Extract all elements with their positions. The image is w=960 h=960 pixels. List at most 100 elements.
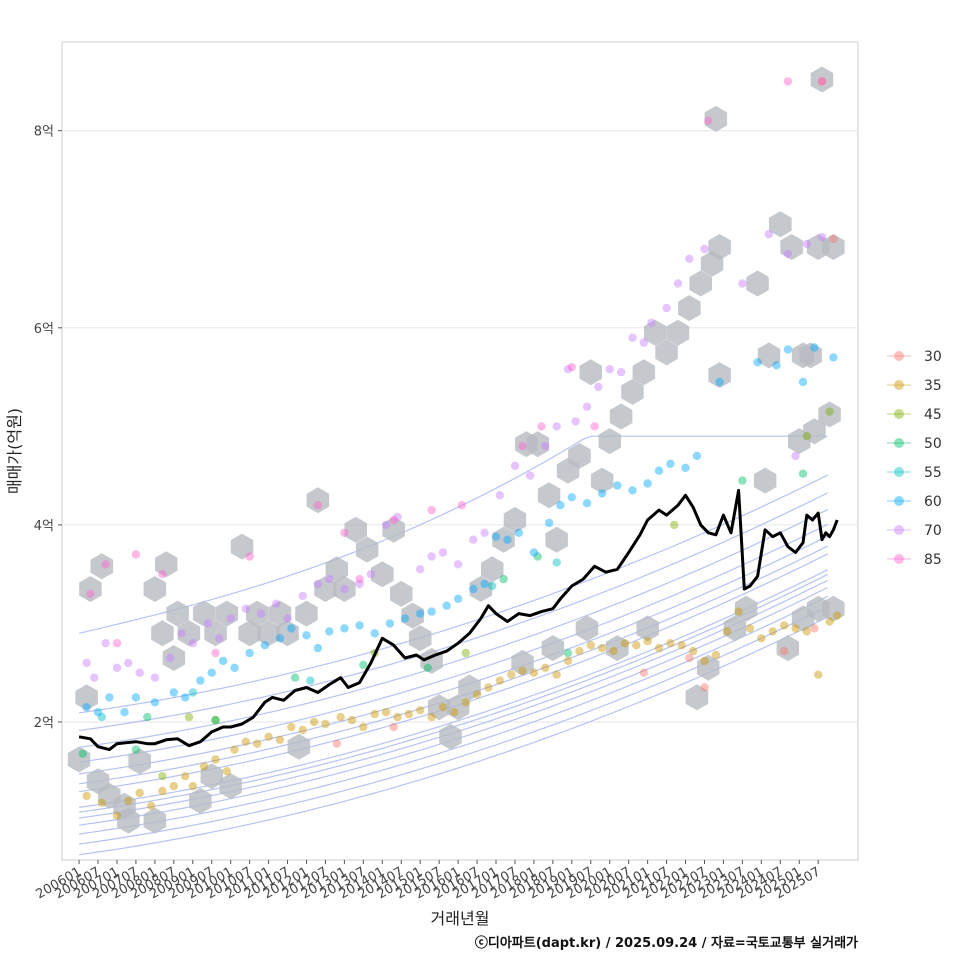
hexbin-cell-95 <box>541 635 565 662</box>
point-70-33 <box>525 471 535 480</box>
point-55-3 <box>488 581 497 591</box>
legend-label-85: 85 <box>924 552 942 568</box>
point-50-9 <box>738 476 747 485</box>
point-35-16 <box>264 732 273 741</box>
point-85-9 <box>457 501 467 510</box>
point-35-22 <box>336 712 345 722</box>
point-50-10 <box>798 469 808 478</box>
point-60-21 <box>370 629 379 638</box>
hexbin-cell-48 <box>492 526 515 553</box>
point-35-47 <box>620 639 630 648</box>
point-50-8 <box>533 552 542 561</box>
hexbin-cell-70 <box>708 362 731 389</box>
point-35-36 <box>495 676 504 685</box>
y-tick-label-1: 4억 <box>34 519 54 534</box>
legend-label-70: 70 <box>924 523 942 539</box>
point-35-1 <box>97 798 107 807</box>
point-60-40 <box>628 486 637 495</box>
point-85-19 <box>112 639 122 648</box>
point-35-33 <box>461 698 470 707</box>
point-70-2 <box>101 639 110 648</box>
hexbin-cell-96 <box>511 649 534 676</box>
hexbin-cell-62 <box>644 319 667 346</box>
point-35-27 <box>393 712 402 722</box>
point-35-64 <box>814 670 823 679</box>
point-70-20 <box>340 584 349 594</box>
point-35-42 <box>563 656 573 666</box>
point-70-1 <box>90 673 99 682</box>
point-60-18 <box>325 627 334 636</box>
hexbin-cell-21 <box>219 773 242 800</box>
hexbin-cell-94 <box>575 615 599 642</box>
point-70-52 <box>802 239 811 249</box>
density-contour-lower-6 <box>79 569 828 808</box>
hexbin-cell-71 <box>723 615 747 642</box>
point-70-16 <box>283 614 292 623</box>
point-50-11 <box>563 648 573 658</box>
point-60-33 <box>529 548 539 557</box>
point-85-15 <box>783 77 793 86</box>
point-60-43 <box>666 459 675 468</box>
hexbin-cell-73 <box>746 270 769 297</box>
point-35-29 <box>416 706 425 715</box>
point-70-43 <box>639 338 648 347</box>
hexbin-cell-17 <box>204 620 227 647</box>
point-70-53 <box>817 232 827 242</box>
point-70-14 <box>256 609 266 618</box>
point-60-4 <box>131 693 141 702</box>
point-70-4 <box>124 658 133 668</box>
hexbin-cell-59 <box>609 403 633 430</box>
hexbin-cell-27 <box>276 620 299 647</box>
point-70-47 <box>685 254 694 263</box>
point-70-15 <box>272 599 281 608</box>
point-85-12 <box>567 363 576 372</box>
point-60-30 <box>491 532 501 541</box>
point-85-14 <box>704 116 713 126</box>
point-55-0 <box>97 712 107 722</box>
point-85-5 <box>313 501 323 510</box>
point-60-15 <box>287 624 296 633</box>
point-60-34 <box>544 518 554 528</box>
point-70-13 <box>241 604 250 613</box>
point-35-56 <box>723 627 732 636</box>
density-contour-upper-4 <box>79 535 828 775</box>
hexbin-cell-16 <box>192 600 216 627</box>
point-85-4 <box>245 552 254 561</box>
point-60-10 <box>218 656 228 666</box>
point-35-49 <box>643 637 652 646</box>
point-35-39 <box>529 668 539 677</box>
point-50-0 <box>78 749 88 758</box>
point-70-37 <box>571 417 580 426</box>
hexbin-cell-34 <box>344 516 367 543</box>
point-35-51 <box>666 639 675 648</box>
point-60-36 <box>567 493 576 502</box>
point-45-6 <box>825 407 834 416</box>
point-85-2 <box>131 550 141 559</box>
hexbin-cell-58 <box>598 428 621 455</box>
point-30-0 <box>332 739 341 748</box>
point-70-24 <box>393 512 402 522</box>
point-60-19 <box>340 624 349 633</box>
hexbin-cell-51 <box>526 431 549 458</box>
point-85-11 <box>537 422 546 431</box>
point-70-39 <box>594 382 603 392</box>
point-60-46 <box>715 377 724 387</box>
point-85-3 <box>158 570 167 579</box>
point-70-50 <box>764 230 774 239</box>
point-30-7 <box>829 234 838 244</box>
x-axis-title: 거래년월 <box>431 909 490 928</box>
median-price-line <box>78 488 839 752</box>
hexbin-cell-22 <box>230 533 254 560</box>
point-70-44 <box>647 318 656 328</box>
point-60-11 <box>230 663 239 672</box>
point-60-26 <box>442 601 451 610</box>
hexbin-cell-84 <box>818 401 841 428</box>
hexbin-cell-30 <box>306 487 330 514</box>
hexbin-cell-74 <box>757 342 781 369</box>
point-70-25 <box>416 565 425 574</box>
hexbin-cell-60 <box>621 378 644 405</box>
point-35-62 <box>791 624 800 633</box>
hexbin-cell-65 <box>678 295 701 322</box>
point-70-23 <box>381 520 391 530</box>
point-35-55 <box>711 650 721 660</box>
